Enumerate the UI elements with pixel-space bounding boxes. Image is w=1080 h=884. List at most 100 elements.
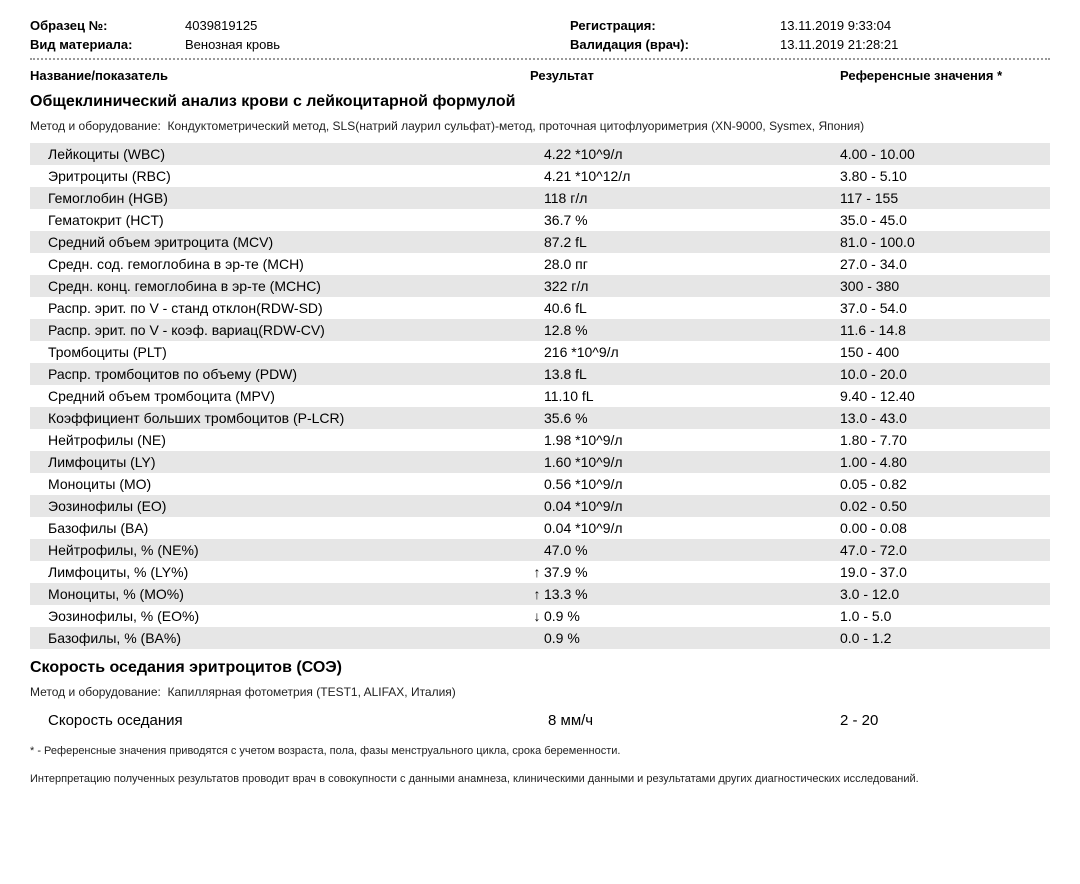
row-result: 4.22 *10^9/л <box>530 146 840 162</box>
table-row: Базофилы (BA) 0.04 *10^9/л 0.00 - 0.08 <box>30 517 1050 539</box>
row-reference: 13.0 - 43.0 <box>840 410 1050 426</box>
row-name: Лимфоциты (LY) <box>48 454 530 470</box>
footnote-star: * - Референсные значения приводятся с уч… <box>30 745 1050 757</box>
method-label: Метод и оборудование: <box>30 119 161 133</box>
row-name: Моноциты, % (MO%) <box>48 586 530 602</box>
registration-value: 13.11.2019 9:33:04 <box>780 18 891 33</box>
table-row: Эозинофилы (EO)0.04 *10^9/л0.02 - 0.50 <box>30 495 1050 517</box>
row-reference: 27.0 - 34.0 <box>840 256 1050 272</box>
table-row: Моноциты (MO) 0.56 *10^9/л 0.05 - 0.82 <box>30 473 1050 495</box>
row-name: Базофилы (BA) <box>48 520 530 536</box>
row-name: Коэффициент больших тромбоцитов (P-LCR) <box>48 410 530 426</box>
row-name: Эозинофилы, % (EO%) <box>48 608 530 624</box>
result-value: 28.0 пг <box>544 256 588 272</box>
row-reference: 0.05 - 0.82 <box>840 476 1050 492</box>
row-result: 118 г/л <box>530 190 840 206</box>
row-reference: 0.0 - 1.2 <box>840 630 1050 646</box>
result-value: 13.3 % <box>544 586 588 602</box>
esr-row: Скорость оседания 8 мм/ч 2 - 20 <box>30 709 1050 731</box>
result-value: 87.2 fL <box>544 234 587 250</box>
row-result: 40.6 fL <box>530 300 840 316</box>
row-result: ↑37.9 % <box>530 564 840 580</box>
row-name: Распр. эрит. по V - коэф. вариац(RDW-CV) <box>48 322 530 338</box>
result-value: 0.04 *10^9/л <box>544 520 623 536</box>
row-result: 4.21 *10^12/л <box>530 168 840 184</box>
row-name: Нейтрофилы (NE) <box>48 432 530 448</box>
row-name: Средн. конц. гемоглобина в эр-те (MCHC) <box>48 278 530 294</box>
method-text: Капиллярная фотометрия (TEST1, ALIFAX, И… <box>168 685 456 699</box>
row-reference: 3.80 - 5.10 <box>840 168 1050 184</box>
row-name: Базофилы, % (BA%) <box>48 630 530 646</box>
row-name: Средн. сод. гемоглобина в эр-те (MCH) <box>48 256 530 272</box>
row-reference: 3.0 - 12.0 <box>840 586 1050 602</box>
table-row: Базофилы, % (BA%) 0.9 % 0.0 - 1.2 <box>30 627 1050 649</box>
result-value: 13.8 fL <box>544 366 587 382</box>
table-row: Лимфоциты, % (LY%)↑37.9 %19.0 - 37.0 <box>30 561 1050 583</box>
sample-value: 4039819125 <box>185 18 257 33</box>
footnote-interp: Интерпретацию полученных результатов про… <box>30 771 1050 788</box>
row-result: 28.0 пг <box>530 256 840 272</box>
row-reference: 47.0 - 72.0 <box>840 542 1050 558</box>
table-row: Коэффициент больших тромбоцитов (P-LCR) 3… <box>30 407 1050 429</box>
esr-ref: 2 - 20 <box>840 712 1050 729</box>
row-result: 36.7 % <box>530 212 840 228</box>
table-row: Тромбоциты (PLT) 216 *10^9/л 150 - 400 <box>30 341 1050 363</box>
col-name: Название/показатель <box>30 68 530 83</box>
row-name: Лейкоциты (WBC) <box>48 146 530 162</box>
row-result: 87.2 fL <box>530 234 840 250</box>
result-value: 35.6 % <box>544 410 588 426</box>
table-row: Моноциты, % (MO%)↑13.3 % 3.0 - 12.0 <box>30 583 1050 605</box>
row-name: Тромбоциты (PLT) <box>48 344 530 360</box>
result-value: 4.22 *10^9/л <box>544 146 623 162</box>
table-row: Нейтрофилы (NE)1.98 *10^9/л1.80 - 7.70 <box>30 429 1050 451</box>
row-name: Моноциты (MO) <box>48 476 530 492</box>
result-value: 0.56 *10^9/л <box>544 476 623 492</box>
trend-arrow-icon: ↑ <box>530 586 544 602</box>
row-result: 35.6 % <box>530 410 840 426</box>
method-label: Метод и оборудование: <box>30 685 161 699</box>
row-reference: 0.00 - 0.08 <box>840 520 1050 536</box>
table-row: Лейкоциты (WBC)4.22 *10^9/л4.00 - 10.00 <box>30 143 1050 165</box>
table-row: Средн. конц. гемоглобина в эр-те (MCHC)3… <box>30 275 1050 297</box>
sample-label: Образец №: <box>30 18 185 33</box>
row-result: 322 г/л <box>530 278 840 294</box>
row-reference: 1.0 - 5.0 <box>840 608 1050 624</box>
result-value: 0.9 % <box>544 630 580 646</box>
column-headers: Название/показатель Результат Референсны… <box>30 68 1050 83</box>
section2-title: Скорость оседания эритроцитов (СОЭ) <box>30 659 1050 677</box>
row-reference: 35.0 - 45.0 <box>840 212 1050 228</box>
header-row-1: Образец №: 4039819125 Регистрация: 13.11… <box>30 18 1050 33</box>
section1-title: Общеклинический анализ крови с лейкоцита… <box>30 93 1050 111</box>
table-row: Нейтрофилы, % (NE%)47.0 %47.0 - 72.0 <box>30 539 1050 561</box>
method-text: Кондуктометрический метод, SLS(натрий ла… <box>168 119 865 133</box>
row-name: Средний объем тромбоцита (MPV) <box>48 388 530 404</box>
row-result: 1.60 *10^9/л <box>530 454 840 470</box>
row-result: 13.8 fL <box>530 366 840 382</box>
result-value: 1.60 *10^9/л <box>544 454 623 470</box>
result-value: 36.7 % <box>544 212 588 228</box>
table-row: Гематокрит (HCT)36.7 %35.0 - 45.0 <box>30 209 1050 231</box>
result-value: 4.21 *10^12/л <box>544 168 630 184</box>
report-page: Образец №: 4039819125 Регистрация: 13.11… <box>0 0 1080 806</box>
result-value: 216 *10^9/л <box>544 344 619 360</box>
material-label: Вид материала: <box>30 37 185 52</box>
row-reference: 150 - 400 <box>840 344 1050 360</box>
result-value: 40.6 fL <box>544 300 587 316</box>
section2-method: Метод и оборудование: Капиллярная фотоме… <box>30 683 1050 701</box>
row-reference: 81.0 - 100.0 <box>840 234 1050 250</box>
esr-name: Скорость оседания <box>48 712 548 729</box>
row-reference: 1.80 - 7.70 <box>840 432 1050 448</box>
result-value: 11.10 fL <box>544 388 594 404</box>
row-reference: 19.0 - 37.0 <box>840 564 1050 580</box>
table-row: Гемоглобин (HGB)118 г/л117 - 155 <box>30 187 1050 209</box>
result-value: 0.9 % <box>544 608 580 624</box>
row-result: ↓0.9 % <box>530 608 840 624</box>
table-row: Эозинофилы, % (EO%)↓0.9 %1.0 - 5.0 <box>30 605 1050 627</box>
result-value: 47.0 % <box>544 542 588 558</box>
row-name: Распр. тромбоцитов по объему (PDW) <box>48 366 530 382</box>
table-row: Средний объем эритроцита (MCV)87.2 fL81.… <box>30 231 1050 253</box>
table-row: Распр. эрит. по V - станд отклон(RDW-SD)… <box>30 297 1050 319</box>
validation-label: Валидация (врач): <box>570 37 780 52</box>
row-reference: 9.40 - 12.40 <box>840 388 1050 404</box>
row-result: 0.56 *10^9/л <box>530 476 840 492</box>
